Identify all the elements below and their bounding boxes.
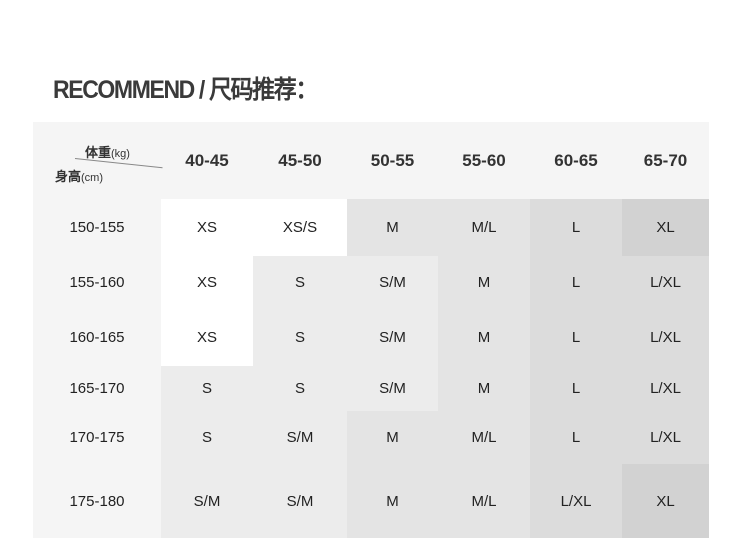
size-cell: XS xyxy=(161,256,253,309)
size-cell: M xyxy=(438,256,530,309)
size-cell: L/XL xyxy=(622,411,709,464)
height-row-label: 150-155 xyxy=(33,199,161,256)
size-cell: M xyxy=(347,411,438,464)
size-cell: L xyxy=(530,199,622,256)
size-cell: S xyxy=(161,411,253,464)
size-cell: XS xyxy=(161,199,253,256)
size-cell: S xyxy=(253,309,347,366)
page-title: RECOMMEND / 尺码推荐： xyxy=(53,76,318,104)
size-cell: S/M xyxy=(253,411,347,464)
size-cell: XL xyxy=(622,199,709,256)
weight-header: 60-65 xyxy=(530,122,622,199)
size-cell: L/XL xyxy=(622,366,709,411)
size-cell: L xyxy=(530,366,622,411)
size-cell: L/XL xyxy=(530,464,622,538)
weight-label: 体重(kg) xyxy=(85,145,130,160)
size-cell: S/M xyxy=(253,464,347,538)
height-row-label: 175-180 xyxy=(33,464,161,538)
size-cell: S xyxy=(253,256,347,309)
size-cell: XS xyxy=(161,309,253,366)
height-label: 身高(cm) xyxy=(55,169,104,184)
height-row-label: 165-170 xyxy=(33,366,161,411)
size-cell: S/M xyxy=(347,366,438,411)
weight-header: 50-55 xyxy=(347,122,438,199)
size-cell: XL xyxy=(622,464,709,538)
size-cell: M xyxy=(347,199,438,256)
size-cell: L/XL xyxy=(622,256,709,309)
size-cell: L xyxy=(530,256,622,309)
size-cell: S/M xyxy=(161,464,253,538)
height-row-label: 160-165 xyxy=(33,309,161,366)
size-cell: M/L xyxy=(438,199,530,256)
size-cell: L xyxy=(530,411,622,464)
size-cell: L xyxy=(530,309,622,366)
size-chart-table: 体重(kg) 身高(cm) 40-45 45-50 50-55 55-60 60-65 6… xyxy=(33,122,709,538)
weight-header: 65-70 xyxy=(622,122,709,199)
size-cell: M/L xyxy=(438,411,530,464)
corner-header: 体重(kg) 身高(cm) xyxy=(33,122,163,199)
size-cell: M/L xyxy=(438,464,530,538)
size-cell: S xyxy=(161,366,253,411)
size-cell: S xyxy=(253,366,347,411)
size-cell: S/M xyxy=(347,309,438,366)
size-cell: S/M xyxy=(347,256,438,309)
size-cell: M xyxy=(438,366,530,411)
size-cell: M xyxy=(347,464,438,538)
weight-header: 40-45 xyxy=(161,122,253,199)
weight-header: 55-60 xyxy=(438,122,530,199)
size-cell: XS/S xyxy=(253,199,347,256)
height-row-label: 170-175 xyxy=(33,411,161,464)
size-cell: M xyxy=(438,309,530,366)
size-cell: L/XL xyxy=(622,309,709,366)
weight-header: 45-50 xyxy=(253,122,347,199)
height-row-label: 155-160 xyxy=(33,256,161,309)
